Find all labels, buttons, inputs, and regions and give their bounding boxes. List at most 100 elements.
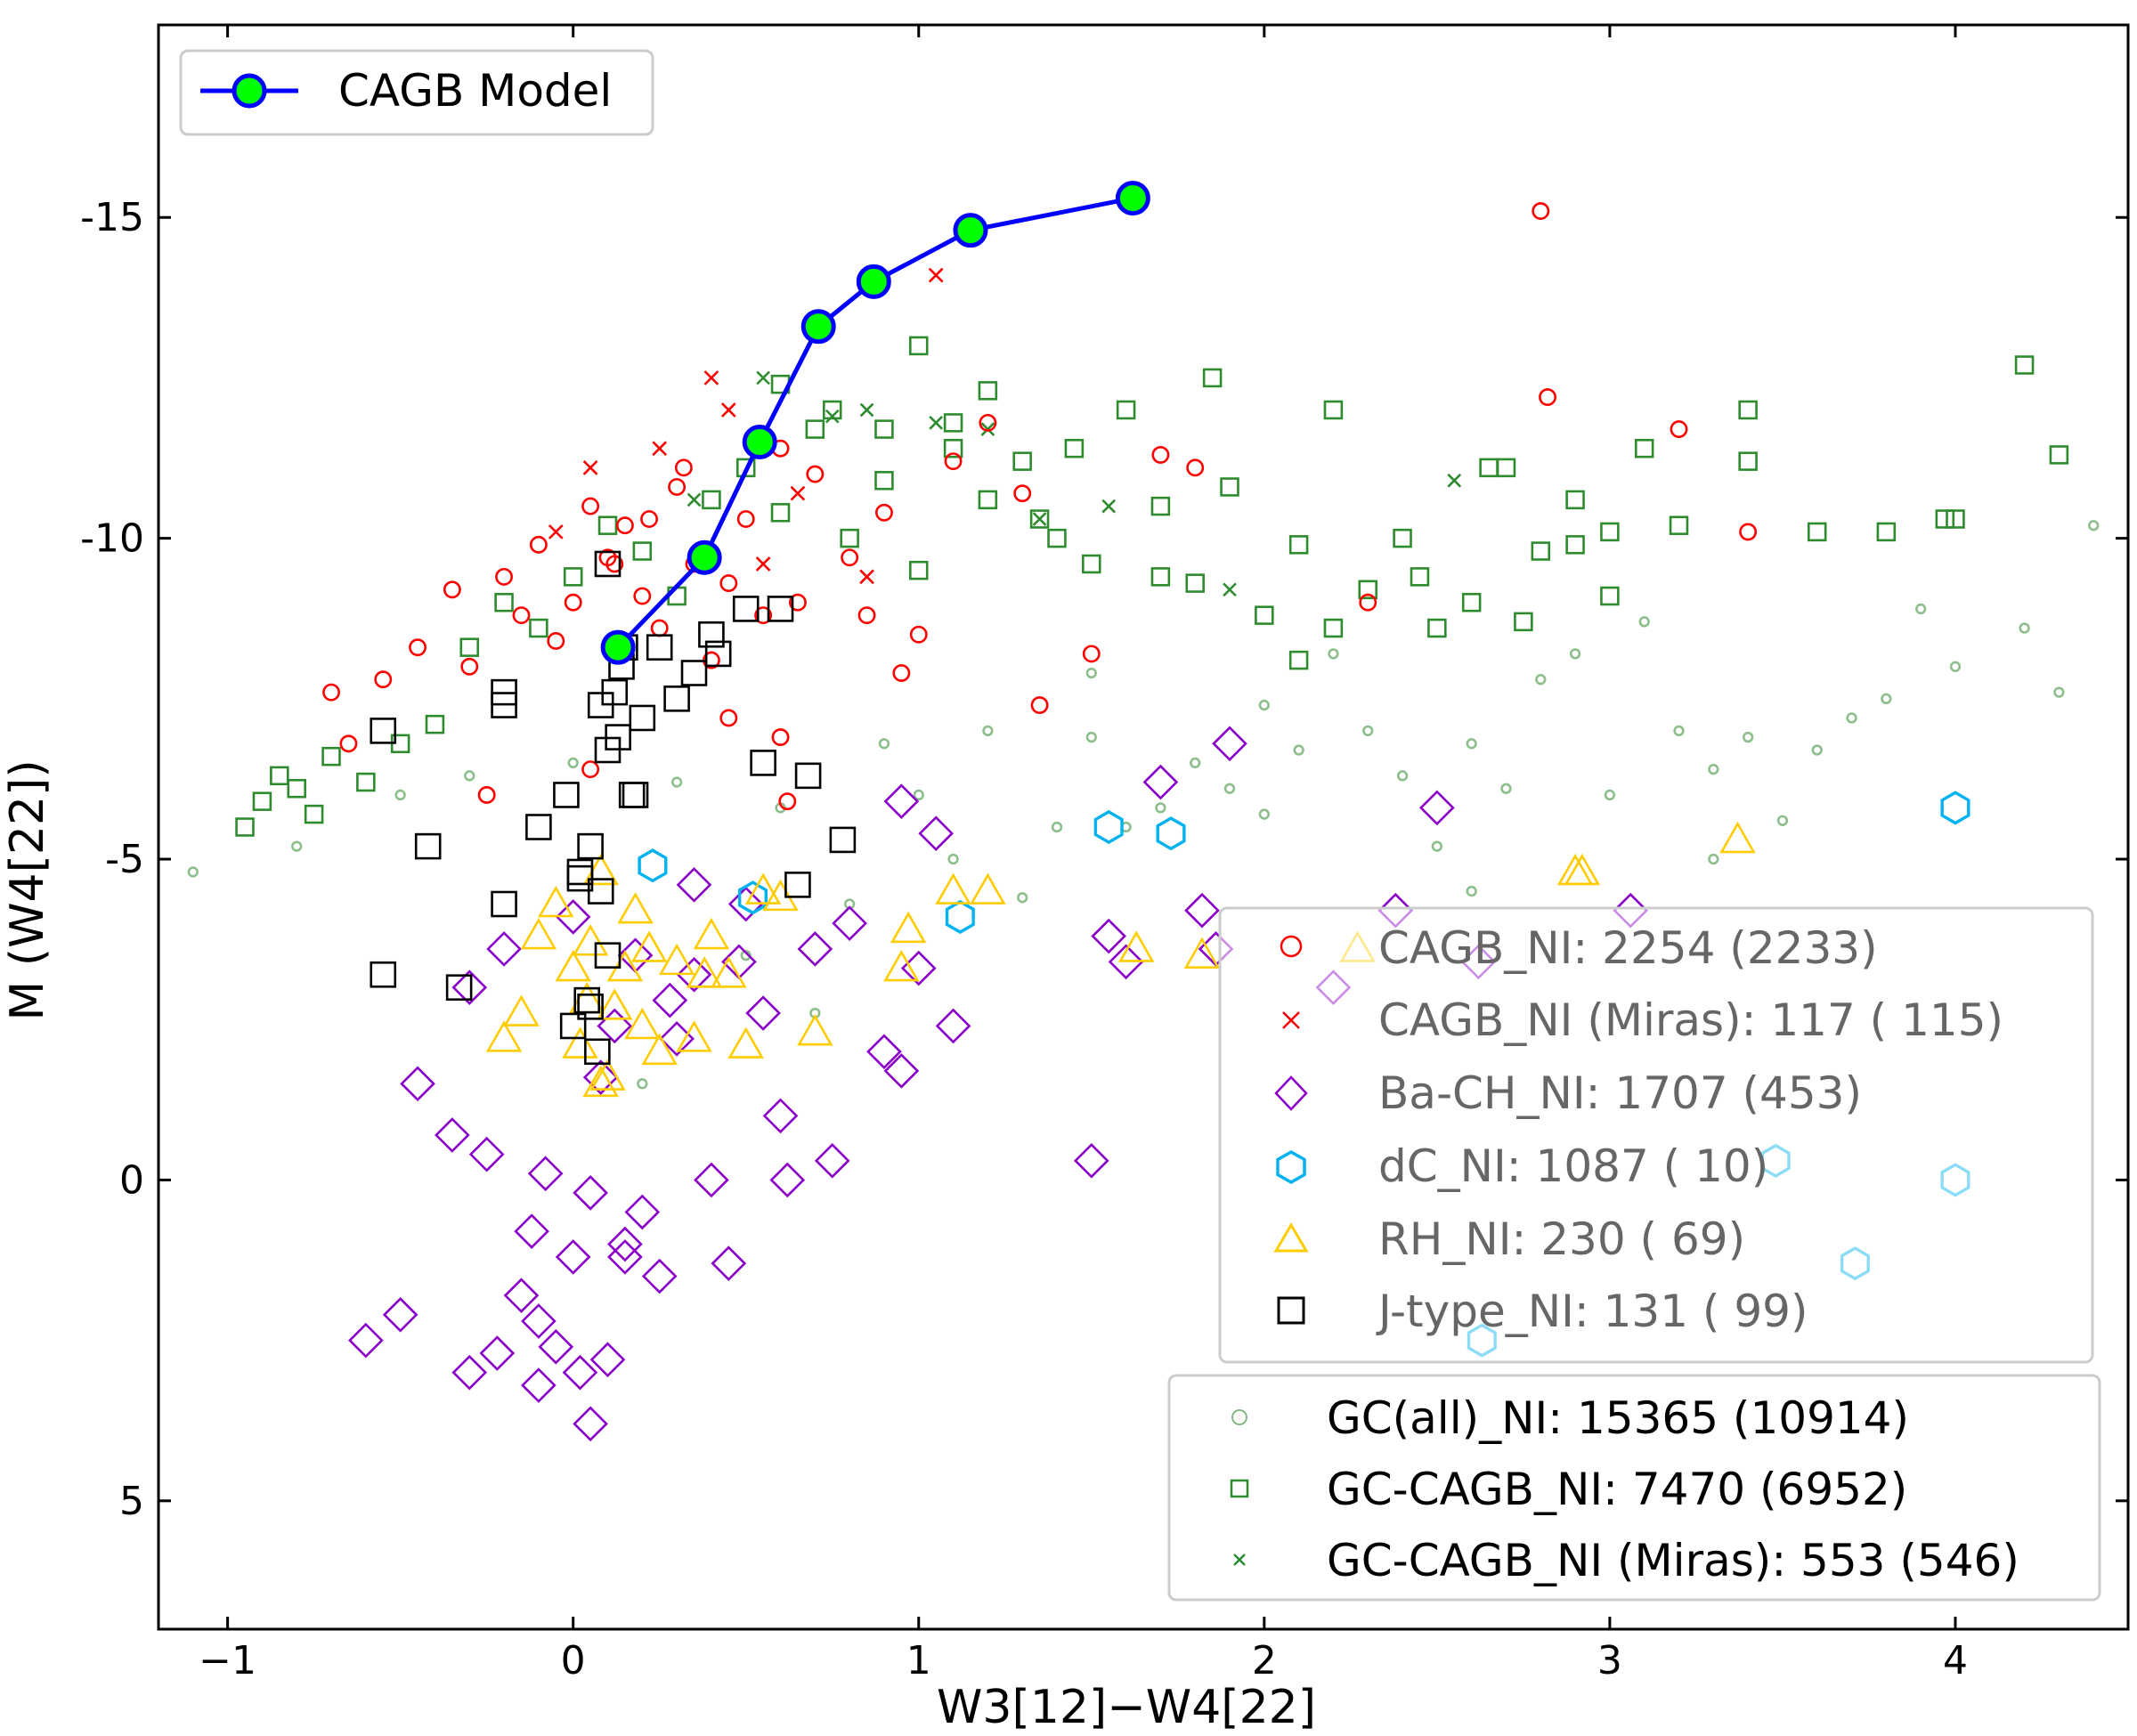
ba-ch-ni-point	[607, 1226, 643, 1262]
gc-cagb-ni-point	[1600, 586, 1620, 606]
x-tick-label: 1	[906, 1638, 931, 1683]
gc-cagb-ni-point	[1202, 368, 1223, 388]
rh-ni-point	[693, 917, 730, 950]
gc-all-ni-point	[2053, 686, 2065, 698]
ba-ch-ni-point	[694, 1162, 729, 1198]
y-tick-label: 0	[119, 1157, 144, 1203]
ba-ch-ni-point	[514, 1213, 549, 1249]
ba-ch-ni-point	[676, 956, 712, 993]
gc-all-ni-point	[637, 1078, 648, 1090]
y-tick-label: -10	[80, 516, 144, 562]
gc-all-ni-point	[1742, 731, 1754, 743]
cagb-ni-point	[1739, 523, 1758, 541]
gc-cagb-ni-point	[287, 779, 306, 799]
ba-ch-ni-point	[582, 1059, 619, 1095]
cagb-ni-point	[1532, 202, 1550, 220]
legend-gc-cagb-marker	[1230, 1479, 1249, 1498]
gc-cagb-ni-point	[822, 400, 842, 420]
gc-cagb-ni-point	[874, 419, 894, 439]
gc-all-ni-point	[1500, 783, 1512, 794]
cagb-ni-point	[605, 555, 624, 573]
cagb-ni-point	[719, 574, 738, 593]
gc-cagb-ni-point	[702, 490, 721, 510]
gc-cagb-ni-point	[1600, 522, 1620, 542]
x-tick-label: 4	[1943, 1638, 1968, 1683]
legend-cagb-marker	[1280, 935, 1303, 958]
gc-all-ni-point	[394, 789, 406, 801]
cagb-ni-miras-point	[720, 402, 736, 418]
j-type-ni-point	[414, 832, 442, 860]
gc-cagb-ni-miras-point	[929, 416, 944, 430]
gc-all-ni-point	[1638, 616, 1650, 628]
gc-cagb-ni-point	[1288, 535, 1309, 555]
cagb-ni-point	[788, 593, 807, 612]
rh-ni-point	[606, 949, 644, 982]
gc-cagb-ni-point	[1150, 567, 1171, 587]
cagb-ni-point	[1013, 484, 1032, 503]
ba-ch-ni-point	[521, 1367, 557, 1403]
ba-ch-ni-point	[348, 1322, 384, 1359]
gc-cagb-ni-point	[1116, 400, 1136, 420]
rh-ni-point	[1183, 937, 1221, 969]
ba-ch-ni-point	[435, 1117, 470, 1153]
legend-model-label: CAGB Model	[338, 65, 612, 117]
j-type-ni-point	[370, 961, 397, 988]
ba-ch-ni-point	[597, 1008, 633, 1044]
legend-gc-all-marker	[1231, 1409, 1247, 1425]
ba-ch-ni-point	[1073, 1142, 1109, 1179]
gc-all-ni-point	[1293, 744, 1304, 756]
j-type-ni-point	[704, 640, 732, 668]
gc-cagb-ni-point	[1565, 535, 1585, 555]
rh-ni-point	[1564, 853, 1601, 886]
legend-cagb-mira-label: CAGB_NI (Miras): 117 ( 115)	[1378, 994, 2003, 1046]
cagb-ni-point	[1030, 696, 1049, 714]
rh-ni-point	[797, 1014, 833, 1046]
cagb-ni-point	[529, 535, 548, 554]
cagb-ni-point	[1539, 388, 1556, 407]
dc-ni-point	[737, 880, 768, 915]
gc-cagb-ni-point	[494, 592, 514, 612]
cagb-ni-miras-point	[790, 485, 806, 501]
gc-cagb-ni-point	[1082, 554, 1101, 574]
rh-ni-point	[597, 988, 633, 1020]
gc-all-ni-point	[670, 776, 683, 788]
ba-ch-ni-point	[814, 1142, 850, 1179]
ba-ch-ni-point	[711, 1245, 747, 1281]
ba-ch-ni-point	[573, 1406, 608, 1442]
gc-cagb-ni-point	[909, 560, 929, 580]
legend-model-marker	[232, 73, 267, 109]
ba-ch-ni-point	[400, 1066, 435, 1102]
legend-categories: CAGB_NI: 2254 (2233) CAGB_NI (Miras): 11…	[1218, 906, 2094, 1364]
ba-ch-ni-point	[382, 1296, 418, 1333]
j-type-ni-point	[829, 826, 857, 854]
gc-cagb-ni-point	[2014, 355, 2035, 375]
cagb-ni-miras-point	[652, 441, 668, 457]
gc-all-ni-point	[1673, 725, 1685, 737]
ba-ch-ni-point	[797, 931, 833, 967]
gc-cagb-ni-point	[1012, 451, 1032, 471]
j-type-ni-point	[646, 634, 673, 661]
gc-cagb-ni-point	[235, 817, 255, 837]
gc-all-ni-point	[2088, 520, 2100, 531]
gc-cagb-ni-point	[978, 490, 998, 510]
ba-ch-ni-point	[883, 783, 920, 820]
x-tick-label: 2	[1252, 1638, 1277, 1683]
rh-ni-point	[935, 872, 971, 905]
gc-cagb-ni-miras-point	[980, 422, 995, 436]
legend-jtype-label: J-type_NI: 131 ( 99)	[1376, 1286, 1808, 1337]
ba-ch-ni-point	[451, 1354, 488, 1391]
ba-ch-ni-point	[555, 899, 591, 935]
ba-ch-ni-point	[479, 1335, 516, 1371]
gc-all-ni-point	[1085, 731, 1097, 743]
gc-all-ni-point	[1881, 693, 1892, 705]
gc-all-ni-point	[1085, 667, 1097, 679]
gc-all-ni-point	[1811, 744, 1823, 756]
cagb-ni-point	[892, 664, 911, 682]
gc-all-ni-point	[1708, 853, 1719, 865]
gc-all-ni-point	[1604, 789, 1616, 801]
cagb-model-series	[600, 181, 1150, 665]
j-type-ni-point	[618, 782, 646, 808]
gc-cagb-ni-point	[529, 618, 548, 638]
gc-cagb-ni-point	[978, 381, 998, 401]
rh-ni-point	[711, 956, 747, 988]
